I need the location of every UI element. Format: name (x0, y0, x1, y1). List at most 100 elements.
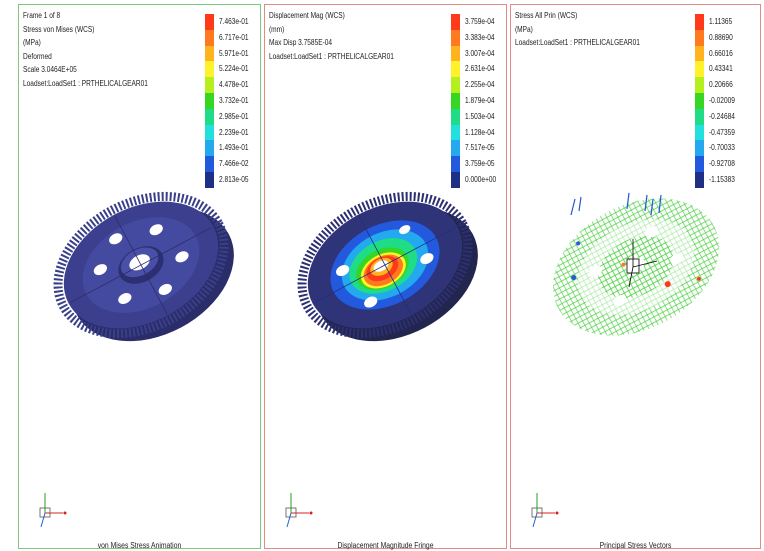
legend-value: -0.24684 (709, 111, 735, 121)
legend-value: 1.11365 (709, 17, 733, 26)
legend-value: 7.463e-01 (219, 17, 249, 26)
legend-swatch (451, 29, 460, 46)
legend-swatch (451, 156, 460, 172)
legend-value: 2.255e-04 (465, 80, 495, 90)
frame-label: Frame 1 of 8 (23, 11, 61, 20)
legend-swatch (205, 156, 214, 172)
legend-swatch (695, 171, 704, 188)
max-disp-label: Max Disp 3.7585E-04 (269, 38, 333, 48)
quantity-label: Displacement Mag (WCS) (269, 11, 345, 20)
legend-value: 1.503e-04 (465, 111, 495, 121)
legend-value: -1.15383 (709, 174, 735, 184)
quantity-label: Stress All Prin (WCS) (515, 11, 578, 20)
legend-swatch (205, 108, 214, 125)
legend-swatch (695, 29, 704, 46)
legend-swatch (205, 61, 214, 78)
legend-swatch (205, 77, 214, 93)
results-info: Frame 1 of 8 Stress von Mises (WCS) (MPa… (23, 9, 148, 91)
legend-value: 0.000e+00 (465, 174, 497, 184)
legend-value: 0.20666 (709, 80, 733, 90)
legend-value: 2.985e-01 (219, 111, 249, 121)
legend-swatch (695, 61, 704, 78)
legend-swatch (451, 45, 460, 62)
legend-value: 3.007e-04 (465, 48, 495, 58)
legend-swatch (451, 77, 460, 93)
legend-value: 5.224e-01 (219, 64, 249, 74)
legend-value: 5.971e-01 (219, 48, 249, 58)
legend-value: 0.43341 (709, 64, 733, 74)
gear-displacement-icon[interactable] (265, 155, 508, 375)
legend-value: 7.517e-05 (465, 143, 495, 153)
legend-value: 1.128e-04 (465, 127, 495, 137)
legend-swatch (205, 14, 214, 30)
gear-model-icon[interactable] (19, 155, 262, 375)
legend-value: 2.631e-04 (465, 64, 495, 74)
panel-caption: Principal Stress Vectors (599, 541, 672, 550)
legend-swatch (695, 45, 704, 62)
legend-swatch (451, 61, 460, 78)
coordinate-triad-icon (39, 493, 67, 528)
legend-swatch (205, 124, 214, 141)
legend-value: -0.47359 (709, 127, 735, 137)
panel-caption: von Mises Stress Animation (97, 541, 182, 550)
legend-swatch (205, 171, 214, 188)
loadset-label: Loadset:LoadSet1 : PRTHELICALGEAR01 (23, 78, 148, 88)
legend-value: -0.92708 (709, 159, 735, 169)
legend-value: 7.466e-02 (219, 159, 249, 169)
legend-colorbar (451, 14, 460, 188)
results-info: Stress All Prin (WCS) (MPa) Loadset:Load… (515, 9, 640, 50)
legend-swatch (695, 108, 704, 125)
legend-value: 0.66016 (709, 48, 733, 58)
legend-value: 3.383e-04 (465, 32, 495, 42)
legend-values: 3.759e-04 3.383e-04 3.007e-04 2.631e-04 … (465, 14, 496, 188)
legend-swatch (205, 45, 214, 62)
quantity-label: Stress von Mises (WCS) (23, 24, 95, 34)
loadset-label: Loadset:LoadSet1 : PRTHELICALGEAR01 (269, 51, 394, 61)
legend-swatch (451, 14, 460, 30)
loadset-label: Loadset:LoadSet1 : PRTHELICALGEAR01 (515, 38, 640, 48)
displacement-panel[interactable]: Displacement Mag (WCS) (mm) Max Disp 3.7… (264, 4, 508, 550)
legend-value: 3.759e-04 (465, 17, 495, 26)
panel-caption: Displacement Magnitude Fringe (337, 541, 434, 550)
legend-value: 6.717e-01 (219, 32, 249, 42)
legend-value: 4.478e-01 (219, 80, 249, 90)
coordinate-triad-icon (285, 493, 313, 528)
legend-swatch (205, 92, 214, 109)
legend-value: 0.88690 (709, 32, 733, 42)
units-label: (MPa) (23, 38, 41, 48)
stress-vectors-icon[interactable] (511, 155, 762, 375)
legend-swatch (451, 171, 460, 188)
legend-value: 1.493e-01 (219, 143, 249, 153)
legend-value: -0.70033 (709, 143, 735, 153)
legend-swatch (451, 108, 460, 125)
units-label: (MPa) (515, 24, 533, 34)
legend-swatch (695, 92, 704, 109)
legend-swatch (205, 29, 214, 46)
legend-swatch (695, 156, 704, 172)
legend-value: 3.759e-05 (465, 159, 495, 169)
legend-value: -0.02009 (709, 95, 735, 105)
legend-values: 7.463e-01 6.717e-01 5.971e-01 5.224e-01 … (219, 14, 249, 188)
legend-swatch (695, 77, 704, 93)
legend-swatch (451, 124, 460, 141)
legend-colorbar (205, 14, 214, 188)
legend-value: 2.239e-01 (219, 127, 249, 137)
principal-stress-panel[interactable]: Stress All Prin (WCS) (MPa) Loadset:Load… (510, 4, 762, 550)
results-info: Displacement Mag (WCS) (mm) Max Disp 3.7… (269, 9, 394, 63)
legend-colorbar (695, 14, 704, 188)
deformed-label: Deformed (23, 51, 52, 61)
legend-swatch (205, 140, 214, 157)
legend-swatch (451, 140, 460, 157)
legend-swatch (695, 124, 704, 141)
von-mises-panel[interactable]: Frame 1 of 8 Stress von Mises (WCS) (MPa… (18, 4, 262, 550)
scale-label: Scale 3.0464E+05 (23, 65, 77, 75)
legend-value: 2.813e-05 (219, 174, 249, 184)
legend-value: 1.879e-04 (465, 95, 495, 105)
coordinate-triad-icon (531, 493, 559, 528)
legend-value: 3.732e-01 (219, 95, 249, 105)
legend-values: 1.11365 0.88690 0.66016 0.43341 0.20666 … (709, 14, 735, 188)
legend-swatch (695, 140, 704, 157)
legend-swatch (695, 14, 704, 30)
legend-swatch (451, 92, 460, 109)
units-label: (mm) (269, 24, 285, 34)
